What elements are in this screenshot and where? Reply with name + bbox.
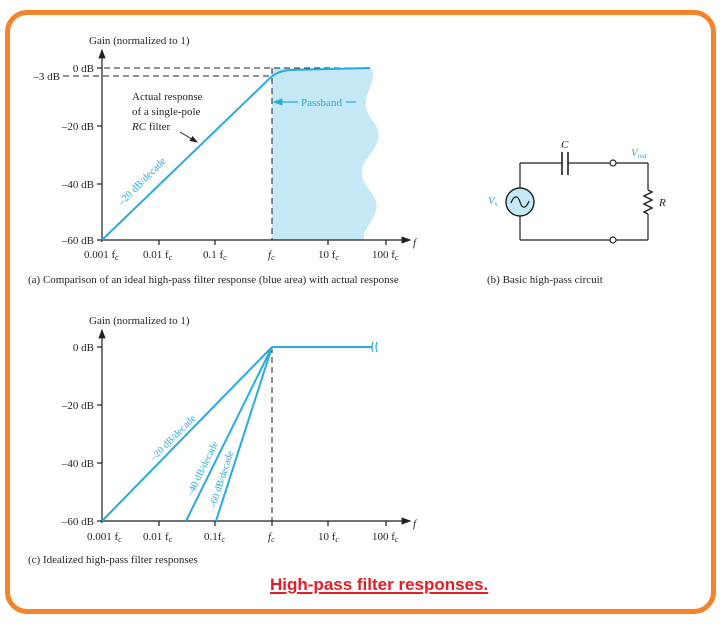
x-tick-c-100fc: 100 fc bbox=[372, 531, 399, 544]
orange-frame bbox=[5, 10, 716, 614]
y-tick-minus3db: –3 dB bbox=[32, 71, 60, 83]
x-axis-label: f bbox=[413, 237, 418, 249]
x-tick-c-10fc: 10 fc bbox=[318, 531, 339, 544]
slope-label-20: –20 dB/decade bbox=[148, 413, 199, 464]
x-tick-fc: fc bbox=[268, 249, 275, 262]
y-tick-minus40db: –40 dB bbox=[61, 179, 94, 191]
x-tick-001fc: 0.01 fc bbox=[143, 249, 173, 262]
slope-60-line bbox=[215, 346, 273, 522]
annotation-line3: RC filter bbox=[131, 121, 171, 133]
x-tick-0001fc: 0.001 fc bbox=[84, 249, 119, 262]
panel-b-circuit bbox=[505, 152, 654, 244]
y-axis-label-c: Gain (normalized to 1) bbox=[89, 315, 190, 327]
y-tick-c-minus20db: –20 dB bbox=[61, 400, 94, 412]
y-tick-minus60db: –60 dB bbox=[61, 235, 94, 247]
passband-area bbox=[272, 68, 379, 240]
x-tick-c-01fc: 0.1fc bbox=[204, 531, 225, 544]
x-tick-c-fc: fc bbox=[268, 531, 275, 544]
x-tick-c-0001fc: 0.001 fc bbox=[87, 531, 122, 544]
y-tick-0db: 0 dB bbox=[73, 63, 94, 75]
slope-40-line bbox=[185, 346, 273, 522]
passband-label: Passband bbox=[301, 97, 342, 109]
capacitor-label: C bbox=[561, 139, 569, 151]
resistor-icon bbox=[642, 189, 654, 215]
axis-break-icon bbox=[371, 341, 378, 353]
annotation-line2: of a single-pole bbox=[132, 106, 201, 118]
y-tick-c-minus40db: –40 dB bbox=[61, 458, 94, 470]
output-terminal-top bbox=[609, 159, 617, 167]
caption-c: (c) Idealized high-pass filter responses bbox=[28, 554, 198, 566]
y-tick-c-0db: 0 dB bbox=[73, 342, 94, 354]
annotation-line1: Actual response bbox=[132, 91, 203, 103]
x-axis-label-c: f bbox=[413, 518, 418, 530]
y-tick-minus20db: –20 dB bbox=[61, 121, 94, 133]
x-tick-10fc: 10 fc bbox=[318, 249, 339, 262]
resistor-label: R bbox=[658, 197, 666, 209]
y-axis-label: Gain (normalized to 1) bbox=[89, 35, 190, 47]
annotation-arrow bbox=[179, 131, 198, 143]
caption-b: (b) Basic high-pass circuit bbox=[487, 274, 603, 286]
actual-response-curve bbox=[101, 67, 371, 241]
panel-c-chart: 0 dB –20 dB –40 dB –60 dB Gain (normaliz… bbox=[28, 315, 418, 566]
x-tick-01fc: 0.1 fc bbox=[203, 249, 227, 262]
output-terminal-bottom bbox=[609, 236, 617, 244]
panel-a-chart: 0 dB –3 dB –20 dB –40 dB –60 dB Gain (no… bbox=[28, 35, 418, 286]
y-tick-c-minus60db: –60 dB bbox=[61, 516, 94, 528]
vout-label: Vout bbox=[631, 147, 648, 160]
x-tick-c-001fc: 0.01 fc bbox=[143, 531, 173, 544]
x-tick-100fc: 100 fc bbox=[372, 249, 399, 262]
caption-a: (a) Comparison of an ideal high-pass fil… bbox=[28, 274, 399, 286]
page-title: High-pass filter responses. bbox=[270, 575, 489, 594]
slope-20-line bbox=[101, 346, 273, 522]
source-label: Vs bbox=[488, 195, 498, 208]
